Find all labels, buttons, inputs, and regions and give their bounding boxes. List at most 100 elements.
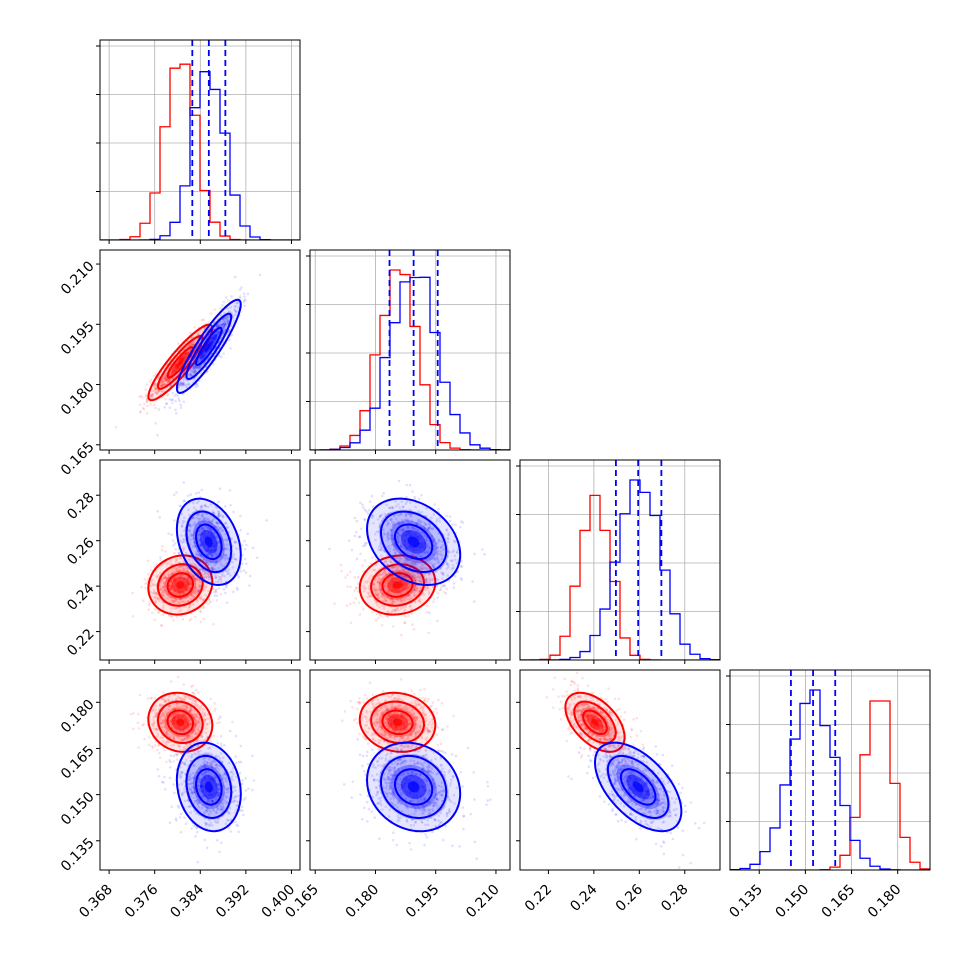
scatter-point — [396, 606, 399, 610]
scatter-point — [216, 330, 219, 333]
scatter-point — [167, 573, 171, 577]
scatter-point — [384, 584, 387, 587]
scatter-point — [183, 601, 186, 604]
scatter-point — [406, 551, 410, 554]
scatter-point — [144, 582, 147, 585]
scatter-point — [410, 570, 414, 574]
scatter-point — [183, 368, 186, 372]
scatter-point — [154, 583, 158, 587]
scatter-point — [159, 380, 163, 384]
scatter-point — [214, 580, 218, 584]
scatter-point — [197, 491, 201, 495]
scatter-point — [181, 565, 185, 569]
scatter-point — [166, 592, 170, 596]
scatter-point — [201, 598, 205, 602]
scatter-point — [222, 325, 225, 329]
scatter-point — [440, 540, 444, 543]
panel-content — [129, 675, 256, 864]
scatter-point — [192, 594, 196, 598]
scatter-point — [415, 521, 419, 525]
scatter-point — [390, 528, 394, 532]
scatter-point — [423, 573, 427, 576]
scatter-point — [186, 345, 189, 349]
scatter-point — [223, 574, 226, 578]
scatter-point — [420, 531, 424, 534]
scatter-point — [165, 593, 169, 596]
scatter-point — [218, 324, 221, 328]
scatter-point — [397, 569, 401, 572]
scatter-point — [217, 514, 221, 518]
scatter-point — [162, 380, 165, 383]
scatter-point — [215, 552, 219, 556]
scatter-point — [199, 544, 202, 548]
scatter-point — [372, 568, 375, 572]
scatter-point — [218, 354, 221, 358]
scatter-point — [215, 331, 218, 334]
scatter-point — [213, 563, 216, 567]
scatter-point — [198, 366, 201, 370]
scatter-point — [218, 721, 221, 724]
scatter-point — [190, 343, 194, 347]
scatter-point — [188, 618, 192, 622]
scatter-point — [447, 550, 450, 553]
scatter-point — [223, 322, 226, 326]
scatter-point — [191, 594, 194, 597]
scatter-point — [114, 425, 118, 429]
scatter-point — [151, 393, 154, 396]
scatter-point — [399, 542, 403, 546]
scatter-point — [231, 554, 235, 558]
scatter-point — [180, 384, 184, 388]
scatter-point — [369, 594, 373, 598]
scatter-point — [215, 575, 219, 578]
scatter-point — [405, 518, 408, 521]
scatter-point — [190, 363, 194, 366]
scatter-point — [203, 561, 207, 564]
scatter-point — [410, 612, 414, 615]
scatter-point — [199, 567, 202, 571]
scatter-point — [244, 571, 248, 574]
scatter-point — [171, 398, 174, 401]
scatter-point — [206, 563, 210, 567]
scatter-point — [167, 733, 171, 736]
scatter-point — [404, 514, 408, 517]
scatter-point — [421, 531, 425, 535]
scatter-point — [163, 376, 166, 379]
scatter-point — [394, 550, 398, 554]
scatter-point — [199, 553, 202, 556]
scatter-point — [375, 612, 379, 616]
scatter-point — [399, 545, 403, 548]
y-tick-label: 0.24 — [64, 580, 97, 613]
scatter-point — [233, 304, 237, 308]
scatter-point — [205, 561, 209, 565]
scatter-point — [199, 520, 203, 523]
scatter-point — [180, 541, 184, 544]
scatter-point — [395, 569, 398, 572]
scatter-point — [162, 585, 165, 589]
scatter-point — [230, 537, 233, 541]
scatter-point — [246, 292, 250, 296]
scatter-point — [241, 778, 245, 782]
scatter-point — [383, 596, 387, 600]
scatter-point — [182, 540, 185, 544]
scatter-point — [181, 382, 185, 385]
scatter-point — [212, 512, 216, 515]
scatter-point — [209, 520, 212, 523]
scatter-point — [428, 611, 431, 615]
scatter-point — [164, 397, 167, 401]
scatter-point — [157, 390, 160, 393]
scatter-point — [168, 398, 172, 401]
scatter-point — [234, 734, 238, 738]
scatter-point — [163, 376, 167, 380]
scatter-point — [409, 597, 413, 600]
scatter-point — [172, 566, 176, 570]
scatter-point — [141, 723, 144, 727]
scatter-point — [188, 513, 191, 517]
scatter-point — [179, 564, 183, 568]
scatter-point — [227, 568, 231, 571]
scatter-point — [204, 585, 208, 589]
scatter-point — [386, 522, 390, 525]
scatter-point — [402, 598, 406, 602]
scatter-point — [398, 597, 401, 600]
scatter-point — [409, 591, 413, 594]
scatter-point — [353, 589, 356, 592]
